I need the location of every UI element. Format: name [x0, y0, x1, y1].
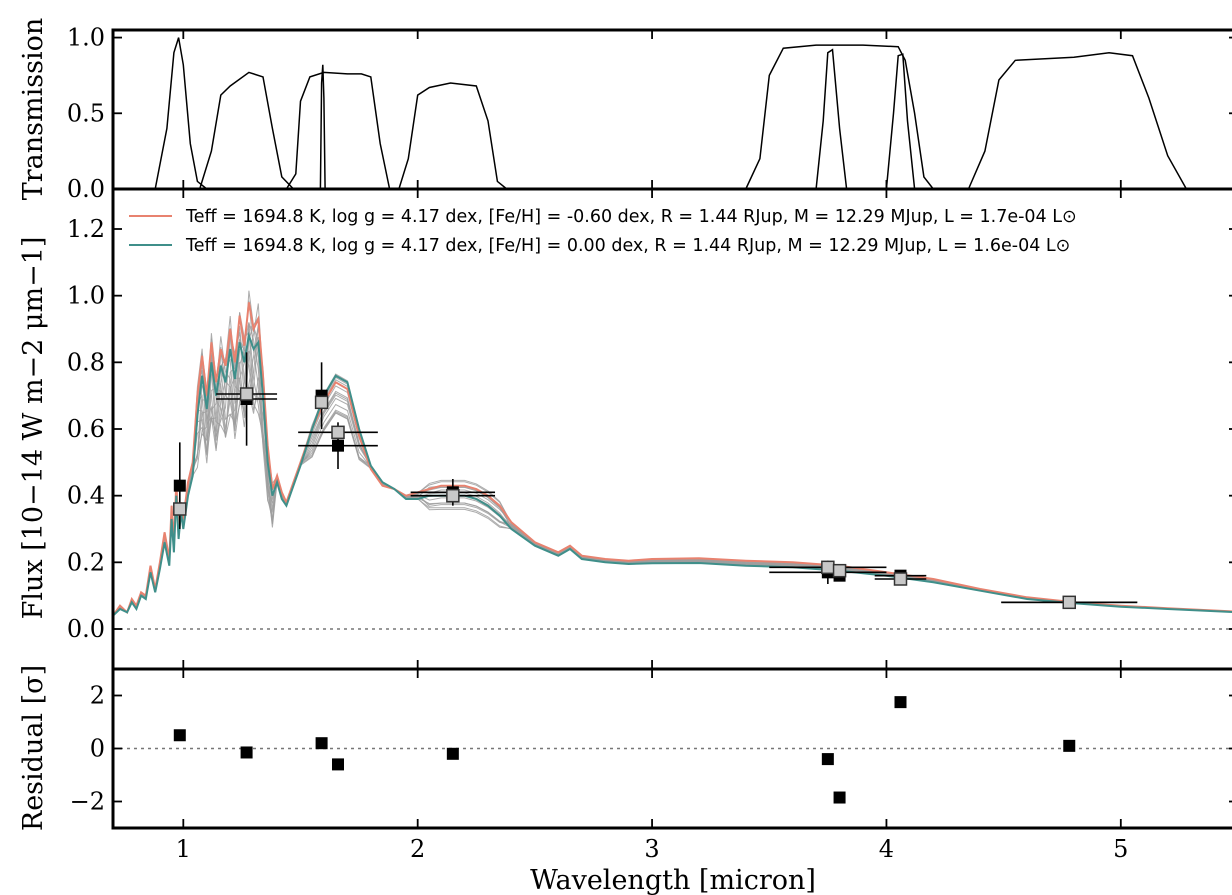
sample-spectrum	[112, 326, 1232, 617]
sample-spectrum	[112, 303, 1232, 616]
synthetic-flux-marker	[314, 395, 329, 410]
x-tick-label: 5	[1113, 835, 1128, 863]
sample-spectrum	[112, 324, 1232, 617]
filter-transmission-curve	[398, 82, 508, 190]
x-tick-label: 2	[410, 835, 425, 863]
residual-points	[173, 696, 1076, 804]
sample-spectrum	[112, 312, 1232, 617]
transmission-axes-frame	[111, 28, 1232, 191]
spectrum-panel: 0.0 0.2 0.4 0.6 0.8 1.0 1.2 Flux [10−14 W m−2 …	[18, 187, 1232, 671]
synthetic-flux-marker	[446, 488, 460, 503]
model-spectra	[112, 302, 1232, 617]
model-spectrum-low-feh	[112, 302, 1232, 617]
spectrum-ytick-label: 0.4	[67, 482, 105, 510]
sample-spectrum	[112, 322, 1232, 617]
residual-ytick-label: 0	[90, 735, 105, 763]
x-axis-label: Wavelength [micron]	[530, 865, 816, 895]
transmission-ytick-label: 0.5	[67, 99, 105, 127]
spectrum-ytick-label: 1.0	[67, 282, 105, 310]
x-tick-label: 1	[176, 835, 191, 863]
sample-spectrum	[112, 312, 1232, 616]
sample-spectrum	[112, 338, 1232, 617]
filter-transmission-curve	[745, 44, 934, 190]
transmission-ticks: 0.0 0.5 1.0	[67, 24, 1232, 203]
synthetic-flux-marker	[1062, 595, 1076, 610]
filter-transmission-curve	[198, 71, 295, 190]
spectrum-ytick-label: 1.2	[67, 215, 105, 243]
residual-ticks: −2 0 2 1 2 3 4 5	[70, 669, 1232, 863]
sample-spectrum	[112, 290, 1232, 616]
spectrum-ytick-label: 0.6	[67, 415, 105, 443]
transmission-ylabel: Transmission	[18, 18, 49, 201]
residual-marker	[315, 737, 328, 750]
legend-label-solar-feh: Teff = 1694.8 K, log g = 4.17 dex, [Fe/H…	[185, 236, 1070, 256]
sample-spectrum	[112, 332, 1232, 617]
observed-flux-marker	[173, 479, 186, 492]
residual-marker	[240, 746, 253, 759]
filter-transmission-curve	[154, 37, 208, 190]
transmission-curves	[154, 37, 1188, 190]
spectrum-ytick-label: 0.8	[67, 348, 105, 376]
filter-transmission-curve	[285, 71, 391, 190]
filter-transmission-curve	[815, 48, 848, 190]
synthetic-flux-marker	[821, 560, 835, 575]
spectrum-ylabel: Flux [10−14 W m−2 μm−1]	[18, 237, 49, 620]
sample-spectrum	[112, 325, 1232, 617]
residual-marker	[833, 791, 846, 804]
residual-ylabel: Residual [σ]	[18, 665, 49, 831]
spectrum-ticks: 0.0 0.2 0.4 0.6 0.8 1.0 1.2	[67, 189, 1232, 669]
x-tick-label: 4	[879, 835, 894, 863]
sample-spectrum	[112, 300, 1232, 617]
synthetic-flux-marker	[832, 563, 847, 578]
residual-marker	[821, 753, 834, 766]
spectrum-ytick-label: 0.0	[67, 615, 105, 643]
residual-marker	[332, 758, 344, 771]
spectrum-ytick-label: 0.2	[67, 548, 105, 576]
residual-marker	[173, 729, 186, 742]
filter-transmission-curve	[885, 53, 916, 190]
synthetic-flux-marker	[893, 572, 908, 586]
residual-marker	[1063, 739, 1076, 752]
legend-label-low-feh: Teff = 1694.8 K, log g = 4.17 dex, [Fe/H…	[185, 207, 1077, 227]
model-spectrum-solar-feh	[112, 331, 1232, 617]
transmission-ytick-label: 1.0	[67, 24, 105, 52]
sample-spectrum	[112, 315, 1232, 617]
synthetic-flux-marker	[239, 387, 254, 401]
legend: Teff = 1694.8 K, log g = 4.17 dex, [Fe/H…	[129, 207, 1077, 256]
sample-spectrum	[112, 322, 1232, 617]
residual-ytick-label: −2	[70, 788, 105, 816]
residual-marker	[446, 747, 459, 760]
residual-ytick-label: 2	[90, 682, 105, 710]
sample-spectrum	[112, 325, 1232, 617]
transmission-panel: 0.0 0.5 1.0 Transmission	[18, 18, 1232, 203]
synthetic-flux-marker	[173, 502, 187, 516]
model-sample-spectra	[112, 290, 1232, 617]
transmission-ytick-label: 0.0	[67, 175, 105, 203]
synthetic-flux-marker	[331, 425, 345, 440]
observed-flux-marker	[332, 439, 344, 452]
x-tick-label: 3	[644, 835, 659, 863]
filter-transmission-curve	[319, 64, 326, 190]
residual-panel: −2 0 2 1 2 3 4 5 Residual [σ] Wavelength [micro…	[18, 665, 1232, 895]
residual-marker	[894, 696, 907, 709]
filter-transmission-curve	[967, 51, 1188, 190]
photometry-points	[173, 352, 1138, 610]
